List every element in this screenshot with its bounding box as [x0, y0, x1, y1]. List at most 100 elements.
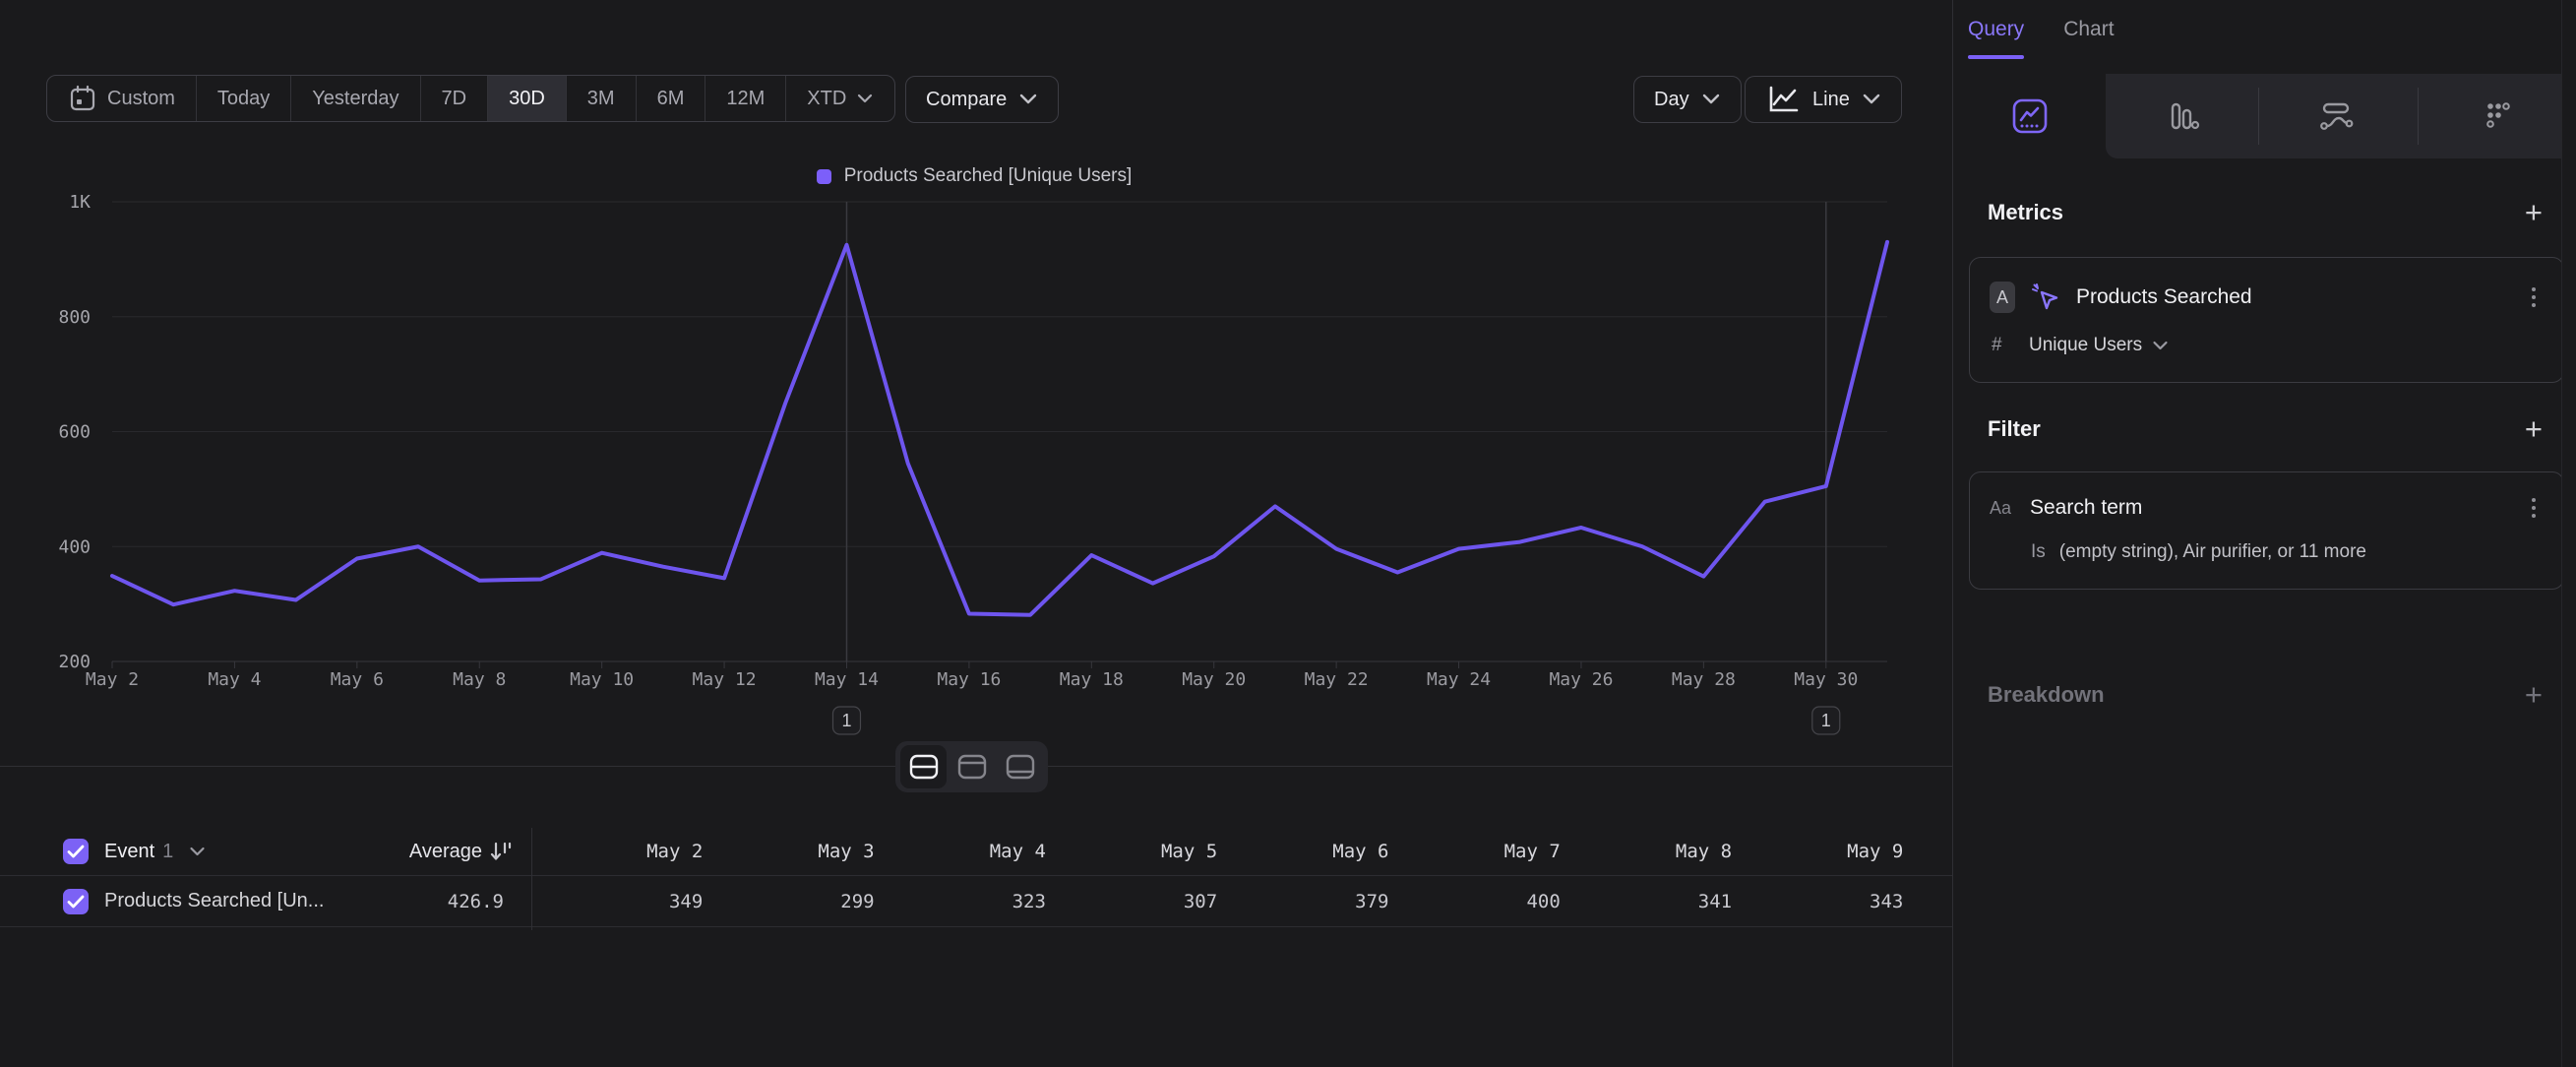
sort-descending-icon	[490, 842, 512, 860]
layout-toggle-group	[895, 741, 1048, 792]
date-column-header: May 9	[1847, 841, 1904, 862]
scrollbar-gutter[interactable]	[2561, 0, 2576, 1067]
range-button-custom[interactable]: Custom	[47, 76, 197, 121]
select-all-checkbox[interactable]	[63, 839, 89, 864]
range-label: XTD	[807, 87, 847, 109]
range-button-today[interactable]: Today	[197, 76, 292, 121]
breakdown-table: Event 1 Average May 2 May 3 May 4 May 5 May …	[0, 828, 1952, 930]
tab-chart[interactable]: Chart	[2063, 18, 2115, 40]
aggregation-label: Unique Users	[2029, 335, 2143, 355]
x-tick-label: May 20	[1182, 669, 1246, 690]
range-label: 3M	[586, 87, 615, 109]
aggregation-dropdown[interactable]: Unique Users	[2029, 335, 2169, 356]
layout-top-icon	[957, 754, 986, 780]
chevron-down-icon	[190, 847, 205, 856]
event-count: 1	[162, 840, 174, 862]
breakdown-title: Breakdown	[1988, 681, 2105, 707]
annotation-badge[interactable]	[831, 706, 862, 735]
range-label: 6M	[656, 87, 685, 109]
x-tick-label: May 18	[1060, 669, 1124, 690]
layout-table-only-button[interactable]	[997, 745, 1043, 788]
value-cell: 307	[1183, 890, 1218, 912]
funnels-icon	[2171, 102, 2199, 130]
table-column-divider	[531, 828, 532, 930]
legend-label: Products Searched [Unique Users]	[843, 165, 1133, 186]
range-button-12m[interactable]: 12M	[705, 76, 787, 121]
value-cell: 323	[1012, 890, 1046, 912]
range-label: 12M	[726, 87, 766, 109]
legend-item[interactable]: Products Searched [Unique Users]	[0, 165, 1948, 187]
y-tick-label: 600	[58, 422, 91, 443]
date-column-header: May 8	[1675, 841, 1733, 862]
line-chart: Products Searched [Unique Users] 200 400 6…	[0, 108, 1952, 746]
range-button-6m[interactable]: 6M	[637, 76, 706, 121]
annotation-badge[interactable]	[1811, 706, 1841, 735]
line-chart-icon	[1769, 86, 1799, 112]
metrics-section: Metrics + A Products Searched #	[1969, 197, 2564, 383]
chart-type-label: Line	[1812, 88, 1850, 110]
compare-button[interactable]: Compare	[905, 76, 1060, 123]
date-column-header: May 4	[989, 841, 1046, 862]
tab-funnels[interactable]	[2106, 74, 2258, 158]
check-icon	[67, 845, 85, 858]
granularity-button[interactable]: Day	[1633, 76, 1742, 123]
analysis-type-tabs	[1953, 74, 2576, 158]
range-button-xtd[interactable]: XTD	[786, 76, 894, 121]
layout-chart-only-button[interactable]	[949, 745, 995, 788]
date-column-header: May 6	[1332, 841, 1389, 862]
range-label: 30D	[509, 87, 545, 109]
add-metric-button[interactable]: +	[2524, 195, 2543, 229]
date-range-group: Custom Today Yesterday 7D 30D 3M 6M 12M XTD	[46, 75, 896, 122]
panel-tabs: Query Chart	[1968, 18, 2115, 59]
tab-flows[interactable]	[2259, 74, 2412, 158]
tab-retention[interactable]	[2419, 74, 2576, 158]
filter-title: Filter	[1988, 415, 2041, 441]
add-breakdown-button[interactable]: +	[2524, 677, 2543, 712]
date-column-header: May 7	[1503, 841, 1561, 862]
flows-icon	[2319, 102, 2353, 130]
filter-property-name: Search term	[2030, 496, 2143, 519]
metrics-title: Metrics	[1988, 199, 2064, 224]
filter-menu-button[interactable]	[2528, 494, 2540, 522]
event-header-cell[interactable]: Event 1	[0, 839, 346, 864]
add-filter-button[interactable]: +	[2524, 411, 2543, 446]
series-checkbox[interactable]	[63, 888, 89, 914]
layout-split-button[interactable]	[900, 745, 947, 788]
granularity-label: Day	[1654, 88, 1689, 110]
range-label: Today	[216, 87, 271, 109]
chevron-down-icon	[858, 94, 873, 102]
value-columns: 349 299 323 307 379 400 341 343	[531, 891, 1903, 912]
annotation-badge-label: 1	[841, 711, 851, 730]
filter-section: Filter + Aa Search term Is (empty string…	[1969, 413, 2564, 590]
value-cell: 343	[1870, 890, 1904, 912]
metric-letter-badge: A	[1990, 282, 2015, 313]
x-tick-label: May 12	[693, 669, 757, 690]
tab-separator	[2258, 88, 2259, 145]
main-area: Custom Today Yesterday 7D 30D 3M 6M 12M XTD Comp…	[0, 75, 1952, 930]
range-button-30d[interactable]: 30D	[488, 76, 567, 121]
retention-icon	[2486, 102, 2510, 128]
range-button-7d[interactable]: 7D	[421, 76, 489, 121]
date-column-header: May 5	[1160, 841, 1218, 862]
tab-insights[interactable]	[1953, 74, 2106, 158]
filter-card[interactable]: Aa Search term Is (empty string), Air pu…	[1969, 471, 2564, 590]
metric-menu-button[interactable]	[2528, 283, 2540, 311]
x-tick-label: May 8	[453, 669, 506, 690]
tab-separator	[2418, 88, 2419, 145]
chart-type-button[interactable]: Line	[1745, 76, 1902, 123]
metric-card[interactable]: A Products Searched # Unique Users	[1969, 257, 2564, 383]
date-column-header: May 3	[818, 841, 875, 862]
x-tick-label: May 14	[815, 669, 879, 690]
range-button-yesterday[interactable]: Yesterday	[291, 76, 421, 121]
range-button-3m[interactable]: 3M	[567, 76, 637, 121]
average-header-cell[interactable]: Average	[346, 840, 531, 863]
tab-query[interactable]: Query	[1968, 18, 2025, 59]
date-header-columns: May 2 May 3 May 4 May 5 May 6 May 7 May 8 May 9	[531, 841, 1903, 862]
breakdown-section: Breakdown +	[1969, 679, 2564, 710]
y-tick-label: 800	[58, 307, 91, 328]
y-tick-label: 400	[58, 536, 91, 557]
table-header-row: Event 1 Average May 2 May 3 May 4 May 5 May …	[0, 828, 1952, 876]
filter-value[interactable]: (empty string), Air purifier, or 11 more	[2058, 541, 2366, 562]
value-cell: 400	[1526, 890, 1561, 912]
check-icon	[67, 895, 85, 908]
